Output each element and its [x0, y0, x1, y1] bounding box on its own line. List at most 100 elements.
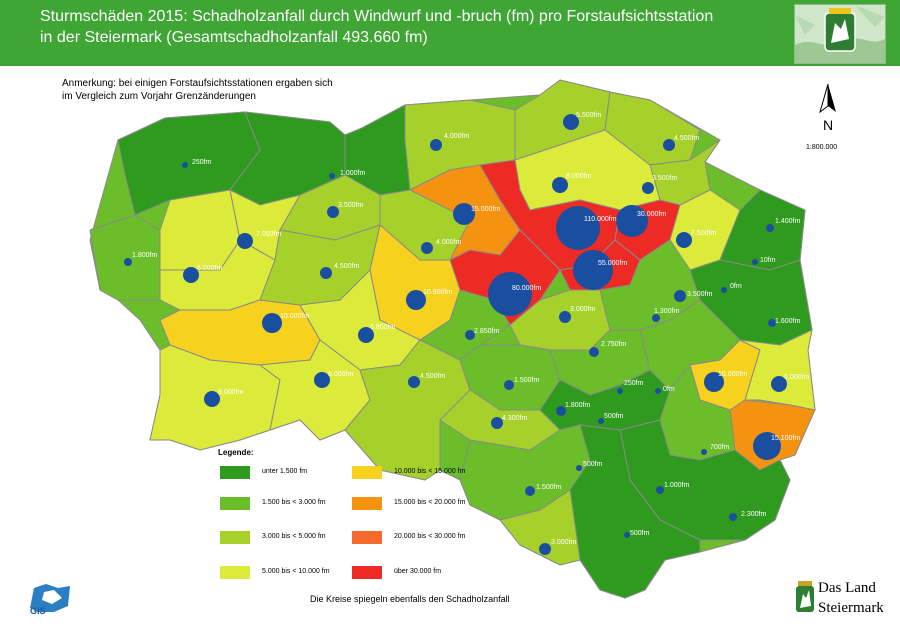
- station-label: 10fm: [760, 257, 776, 264]
- station-label: 1.800fm: [132, 252, 157, 259]
- north-label: N: [823, 117, 833, 133]
- station-label: 0fm: [663, 386, 675, 393]
- station-circle: [314, 372, 330, 388]
- station-label: 10.900fm: [423, 289, 452, 296]
- station-label: 55.000fm: [598, 260, 627, 267]
- legend-item: 3.000 bis < 5.000 fm: [220, 531, 360, 547]
- station-label: 4.000fm: [436, 239, 461, 246]
- station-label: 15.100fm: [771, 435, 800, 442]
- station-label: 10.000fm: [280, 313, 309, 320]
- station-label: 3.000fm: [551, 539, 576, 546]
- title-line-1: Sturmschäden 2015: Schadholzanfall durch…: [40, 8, 714, 25]
- gis-logo-icon: GIS: [24, 578, 76, 618]
- steiermark-crest-icon: [796, 581, 814, 612]
- station-label: 6.800fm: [370, 324, 395, 331]
- remark-text: Anmerkung: bei einigen Forstaufsichtssta…: [62, 77, 392, 103]
- station-circle: [576, 465, 582, 471]
- station-label: 6.000fm: [197, 265, 222, 272]
- station-label: 1.000fm: [664, 482, 689, 489]
- station-label: 1.600fm: [775, 318, 800, 325]
- station-circle: [430, 139, 442, 151]
- station-circle: [721, 287, 727, 293]
- station-circle: [617, 388, 623, 394]
- station-circle: [704, 372, 724, 392]
- station-label: 4.500fm: [420, 373, 445, 380]
- land-steiermark-logo: Das Land Steiermark: [794, 578, 894, 622]
- station-label: 6.000fm: [784, 374, 809, 381]
- station-circle: [766, 224, 774, 232]
- station-label: 4.500fm: [674, 135, 699, 142]
- remark-line-1: Anmerkung: bei einigen Forstaufsichtssta…: [62, 78, 333, 89]
- map-scale: 1:800.000: [806, 144, 838, 151]
- legend-item: 5.000 bis < 10.000 fm: [220, 566, 360, 582]
- station-circle: [539, 543, 551, 555]
- station-circle: [701, 449, 707, 455]
- styrian-panther-crest-icon: [794, 4, 886, 64]
- station-circle: [182, 162, 188, 168]
- land-logo-line-1: Das Land: [818, 580, 876, 596]
- station-label: 4.000fm: [444, 133, 469, 140]
- header-bar: Sturmschäden 2015: Schadholzanfall durch…: [0, 0, 900, 66]
- station-circle: [204, 391, 220, 407]
- station-circle: [663, 139, 675, 151]
- station-label: 4.300fm: [502, 415, 527, 422]
- station-circle: [616, 205, 648, 237]
- station-circle: [552, 177, 568, 193]
- station-circle: [237, 233, 253, 249]
- station-label: 500fm: [630, 530, 650, 537]
- legend-label: 15.000 bis < 20.000 fm: [394, 499, 466, 506]
- station-label: 3.000fm: [570, 306, 595, 313]
- station-label: 1.400fm: [775, 218, 800, 225]
- land-logo-text: Das Land Steiermark: [818, 578, 884, 618]
- legend-swatch: [352, 466, 382, 479]
- station-circle: [329, 173, 335, 179]
- station-label: 2.850fm: [474, 328, 499, 335]
- station-label: 4.500fm: [334, 263, 359, 270]
- station-circle: [320, 267, 332, 279]
- station-circle: [491, 417, 503, 429]
- legend-label: 3.000 bis < 5.000 fm: [262, 533, 326, 540]
- station-circle: [327, 206, 339, 218]
- legend-swatch: [352, 497, 382, 510]
- region-s9: [499, 489, 581, 566]
- station-label: 1.000fm: [340, 170, 365, 177]
- station-label: 80.000fm: [512, 285, 541, 292]
- station-circle: [729, 513, 737, 521]
- gis-logo-text: GIS: [30, 606, 46, 616]
- station-label: 10.000fm: [718, 371, 747, 378]
- station-circle: [589, 347, 599, 357]
- station-circle: [655, 388, 661, 394]
- region-s3: [344, 339, 471, 481]
- station-circles: [124, 114, 787, 555]
- station-circle: [768, 319, 776, 327]
- station-label: 3.500fm: [338, 202, 363, 209]
- station-label: 9.000fm: [218, 389, 243, 396]
- legend-item: 15.000 bis < 20.000 fm: [352, 497, 492, 513]
- station-circle: [408, 376, 420, 388]
- station-circle: [752, 259, 758, 265]
- station-label: 7.050fm: [256, 231, 281, 238]
- legend-title: Legende:: [218, 448, 254, 457]
- station-circle: [453, 203, 475, 225]
- legend-swatch: [352, 531, 382, 544]
- legend-label: über 30.000 fm: [394, 568, 442, 575]
- legend-swatch: [220, 566, 250, 579]
- station-circle: [262, 313, 282, 333]
- footer-note: Die Kreise spiegeln ebenfalls den Schadh…: [310, 594, 510, 604]
- station-circle: [598, 418, 604, 424]
- legend-label: 1.500 bis < 3.000 fm: [262, 499, 326, 506]
- legend-item: 10.000 bis < 15.000 fm: [352, 466, 492, 482]
- legend-swatch: [220, 497, 250, 510]
- station-label: 0fm: [730, 283, 742, 290]
- station-circle: [771, 376, 787, 392]
- station-label: 15.000fm: [471, 206, 500, 213]
- legend-swatch: [220, 466, 250, 479]
- station-label: 1.800fm: [565, 402, 590, 409]
- station-circle: [465, 330, 475, 340]
- station-label: 3.500fm: [687, 291, 712, 298]
- station-circle: [124, 258, 132, 266]
- station-circle: [556, 206, 600, 250]
- station-label: 6.000fm: [328, 371, 353, 378]
- legend-label: unter 1.500 fm: [262, 468, 308, 475]
